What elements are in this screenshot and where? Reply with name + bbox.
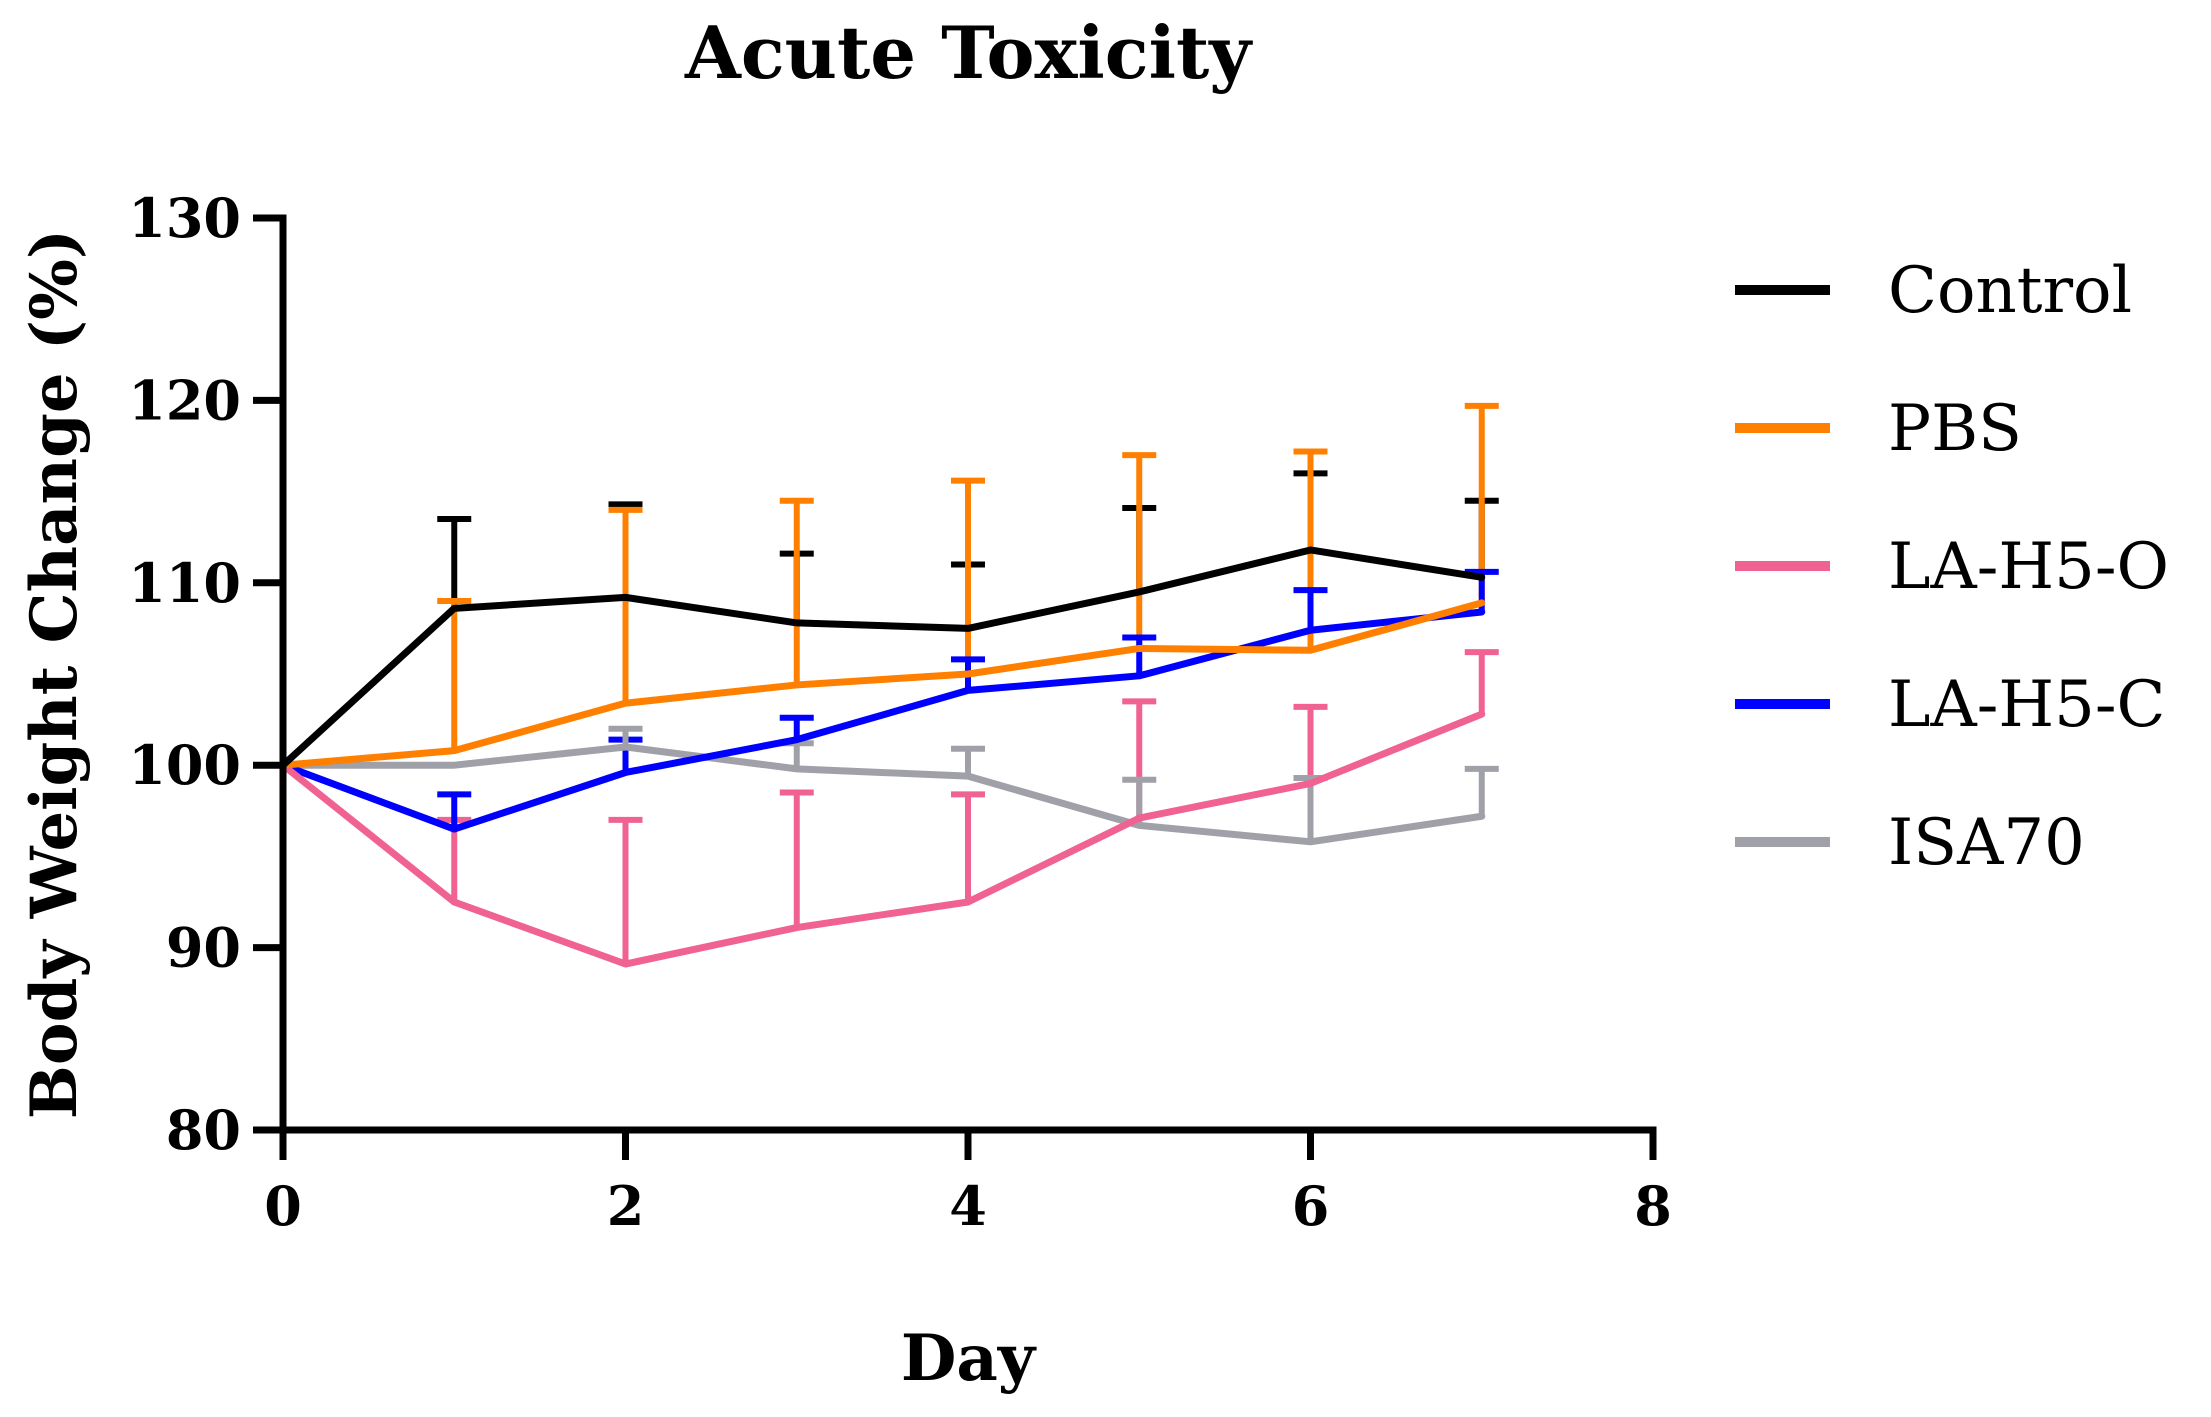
series-line-control (279, 546, 1486, 769)
x-axis-title: Day (901, 1321, 1037, 1396)
y-tick-label: 110 (128, 551, 241, 615)
y-tick-label: 80 (166, 1098, 241, 1162)
plot-area: 80 90 100 110 120 130 0 2 4 6 8 (128, 186, 1672, 1238)
y-tick-label: 100 (128, 733, 241, 797)
legend: Control PBS LA-H5-O LA-H5-C ISA70 (1735, 254, 2169, 880)
legend-label-isa70: ISA70 (1888, 806, 2085, 880)
x-tick-label: 0 (264, 1174, 302, 1238)
series-line-isa70 (279, 743, 1486, 846)
y-axis-title: Body Weight Change (%) (17, 229, 92, 1119)
legend-label-la-h5-o: LA-H5-O (1888, 530, 2169, 604)
y-tick-label: 130 (128, 186, 241, 250)
x-tick-label: 2 (607, 1174, 645, 1238)
legend-label-control: Control (1888, 254, 2132, 328)
x-tick-label: 6 (1292, 1174, 1330, 1238)
series-line-la-h5-o (279, 710, 1486, 968)
legend-label-pbs: PBS (1888, 392, 2022, 466)
y-tick-label: 120 (128, 368, 241, 432)
chart-title: Acute Toxicity (684, 10, 1253, 95)
x-tick-label: 8 (1634, 1174, 1672, 1238)
legend-label-la-h5-c: LA-H5-C (1888, 668, 2165, 742)
x-tick-label: 4 (949, 1174, 987, 1238)
y-tick-label: 90 (166, 916, 241, 980)
series-line-pbs (279, 599, 1486, 769)
series-line-la-h5-c (279, 608, 1486, 833)
